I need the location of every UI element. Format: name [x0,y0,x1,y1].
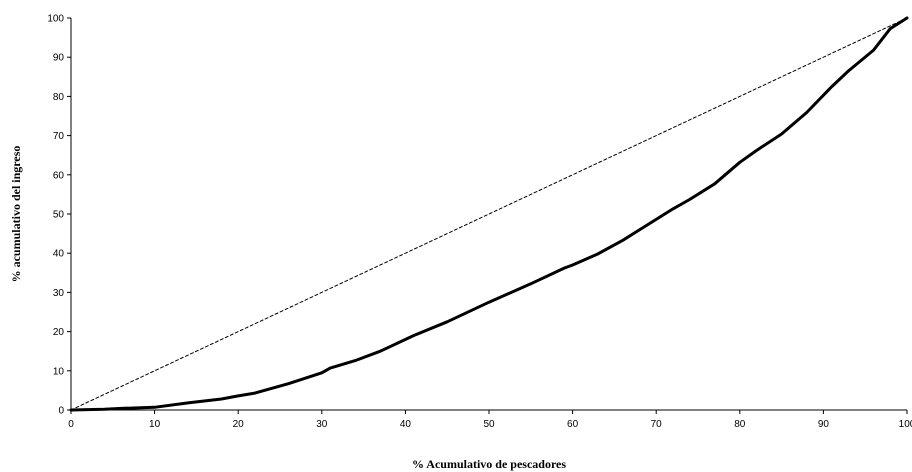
x-tick-label: 70 [651,419,663,430]
y-tick-label: 60 [53,170,65,181]
x-tick-label: 80 [734,419,746,430]
y-tick-label: 0 [58,406,64,417]
y-tick-label: 30 [53,288,65,299]
x-tick-label: 100 [899,419,912,430]
y-tick-label: 50 [53,210,65,221]
x-tick-label: 30 [316,419,328,430]
equality-line [70,17,908,411]
y-tick-label: 80 [53,92,65,103]
y-tick-label: 70 [53,131,65,142]
x-tick-label: 60 [567,419,579,430]
y-tick-label: 20 [53,327,65,338]
x-axis-ticks: 0 10 20 30 40 50 60 70 80 90 100 [68,410,912,430]
y-tick-label: 10 [53,366,65,377]
x-tick-label: 20 [233,419,245,430]
x-tick-label: 0 [68,419,74,430]
y-axis-title: % acumulativo del ingreso [9,146,23,283]
lorenz-curve [69,16,909,412]
x-tick-label: 90 [818,419,830,430]
y-axis-ticks: 0 10 20 30 40 50 60 70 80 90 100 [47,14,71,417]
y-tick-label: 40 [53,249,65,260]
x-axis-title: % Acumulativo de pescadores [412,457,566,471]
x-tick-label: 50 [483,419,495,430]
x-tick-label: 40 [400,419,412,430]
y-tick-label: 100 [47,14,64,25]
y-tick-label: 90 [53,53,65,64]
series-layer [69,16,909,412]
x-tick-label: 10 [149,419,161,430]
